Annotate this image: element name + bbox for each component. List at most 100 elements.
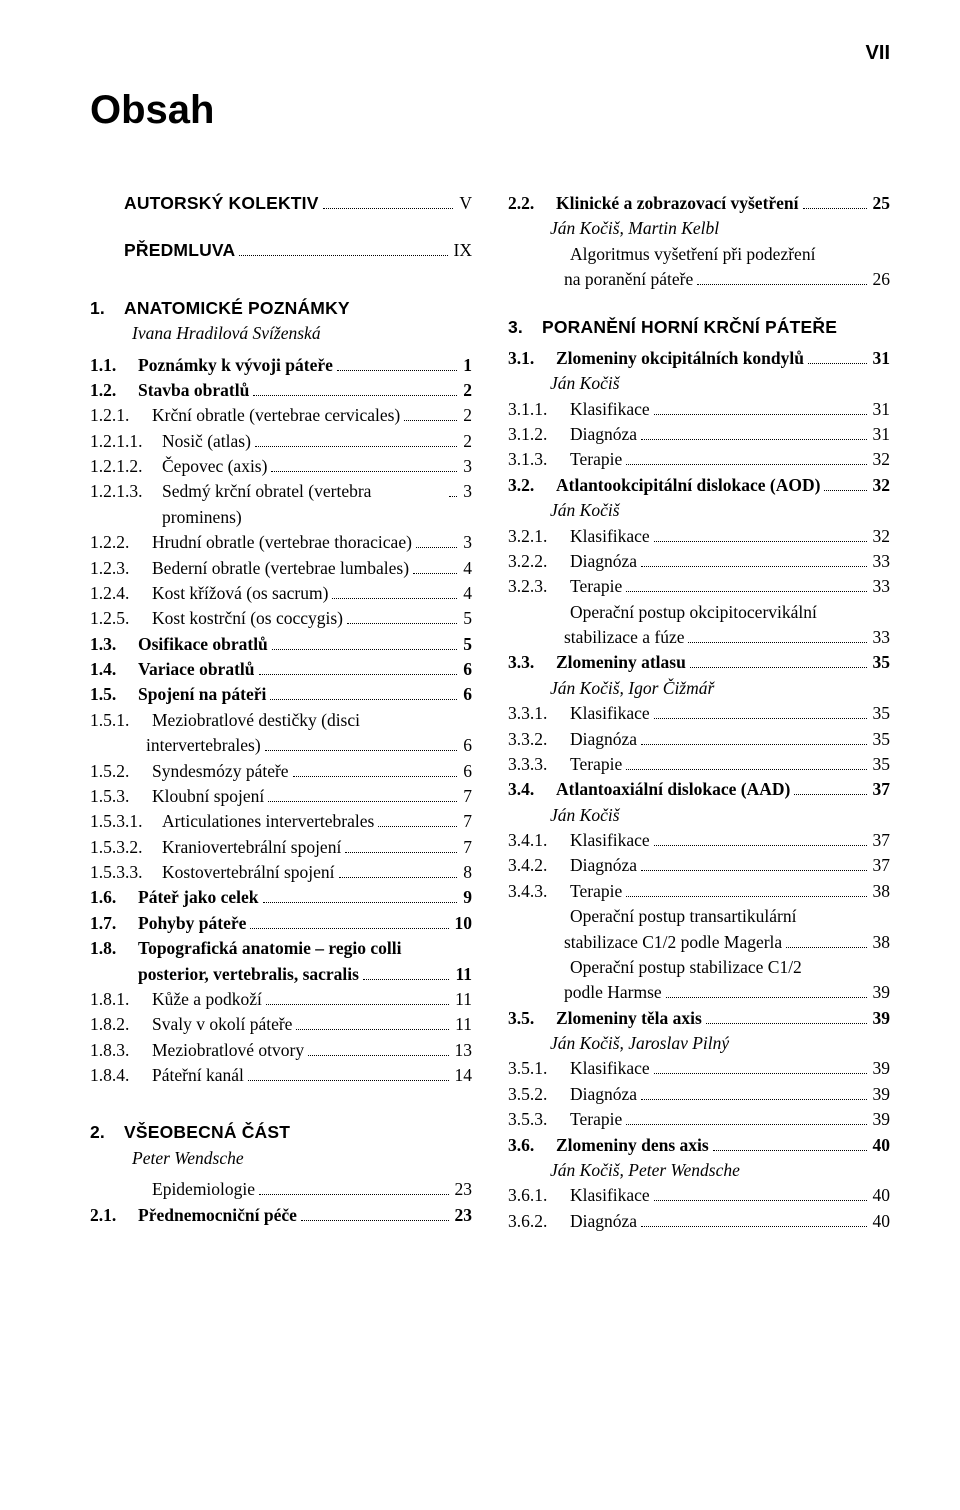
toc-page: 3 bbox=[461, 530, 472, 555]
toc-chapter: 2.VŠEOBECNÁ ČÁST bbox=[90, 1120, 472, 1145]
toc-text: na poranění páteře bbox=[508, 267, 693, 292]
toc-num: 3.4.1. bbox=[508, 828, 570, 853]
toc-num: 1.5.2. bbox=[90, 759, 152, 784]
toc-page: 40 bbox=[871, 1209, 891, 1234]
toc-entry: 1.2.4.Kost křížová (os sacrum)4 bbox=[90, 581, 472, 606]
toc-page: 37 bbox=[871, 828, 891, 853]
toc-num: 3.5.2. bbox=[508, 1082, 570, 1107]
toc-text: Kloubní spojení bbox=[152, 784, 264, 809]
toc-chapter: 3.PORANĚNÍ HORNÍ KRČNÍ PÁTEŘE bbox=[508, 315, 890, 340]
toc-entry: 1.5.Spojení na páteři6 bbox=[90, 682, 472, 707]
toc-page: 35 bbox=[871, 701, 891, 726]
toc-entry-continuation: stabilizace a fúze33 bbox=[508, 625, 890, 650]
toc-page: 35 bbox=[871, 650, 891, 675]
toc-leader bbox=[819, 246, 827, 260]
toc-leader bbox=[641, 425, 866, 440]
toc-num: 1.8. bbox=[90, 936, 138, 961]
toc-columns: AUTORSKÝ KOLEKTIVVPŘEDMLUVAIX1.ANATOMICK… bbox=[90, 191, 890, 1234]
toc-page: 23 bbox=[453, 1177, 473, 1202]
toc-page: 23 bbox=[453, 1203, 473, 1228]
toc-text: Operační postup stabilizace C1/2 bbox=[570, 955, 802, 980]
toc-num: 1.2.1. bbox=[90, 403, 152, 428]
toc-text: Spojení na páteři bbox=[138, 682, 266, 707]
toc-text: PŘEDMLUVA bbox=[124, 238, 235, 263]
toc-leader bbox=[265, 736, 458, 751]
toc-page: 39 bbox=[871, 1107, 891, 1132]
toc-entry: 3.4.3.Terapie38 bbox=[508, 879, 890, 904]
toc-text: Kůže a podkoží bbox=[152, 987, 262, 1012]
toc-text: posterior, vertebralis, sacralis bbox=[138, 962, 359, 987]
toc-leader bbox=[294, 1124, 302, 1138]
toc-leader bbox=[345, 838, 457, 853]
toc-text: Klinické a zobrazovací vyšetření bbox=[556, 191, 799, 216]
toc-chapter: PŘEDMLUVAIX bbox=[90, 238, 472, 263]
toc-entry: 1.5.3.3.Kostovertebrální spojení8 bbox=[90, 860, 472, 885]
toc-text: stabilizace C1/2 podle Magerla bbox=[508, 930, 782, 955]
toc-leader bbox=[824, 476, 866, 491]
toc-page: 32 bbox=[871, 473, 891, 498]
toc-num: 1.2.1.1. bbox=[90, 429, 162, 454]
toc-leader bbox=[332, 584, 457, 599]
toc-page: 32 bbox=[871, 447, 891, 472]
toc-entry: 1.2.Stavba obratlů2 bbox=[90, 378, 472, 403]
toc-page: 2 bbox=[461, 403, 472, 428]
toc-entry: 3.5.Zlomeniny těla axis39 bbox=[508, 1006, 890, 1031]
toc-leader bbox=[808, 349, 867, 364]
toc-page: 35 bbox=[871, 727, 891, 752]
toc-leader bbox=[347, 609, 457, 624]
toc-leader bbox=[654, 400, 867, 415]
toc-num: 3.4.2. bbox=[508, 853, 570, 878]
toc-page: 39 bbox=[871, 1006, 891, 1031]
toc-leader bbox=[713, 1136, 867, 1151]
toc-author: Ján Kočiš, Igor Čižmář bbox=[508, 676, 890, 701]
toc-entry: 3.5.1.Klasifikace39 bbox=[508, 1056, 890, 1081]
toc-num: 1.8.3. bbox=[90, 1038, 152, 1063]
toc-num: 2. bbox=[90, 1120, 124, 1145]
toc-leader bbox=[654, 1059, 867, 1074]
toc-num: 1.1. bbox=[90, 353, 138, 378]
toc-entry: 3.2.2.Diagnóza33 bbox=[508, 549, 890, 574]
toc-text: Zlomeniny těla axis bbox=[556, 1006, 702, 1031]
toc-page: 2 bbox=[461, 429, 472, 454]
toc-leader bbox=[626, 882, 866, 897]
toc-num: 3.5.1. bbox=[508, 1056, 570, 1081]
toc-column-right: 2.2.Klinické a zobrazovací vyšetření25 Já… bbox=[508, 191, 890, 1234]
toc-leader bbox=[654, 1186, 867, 1201]
toc-entry: 3.1.1.Klasifikace31 bbox=[508, 397, 890, 422]
toc-text: Atlantoaxiální dislokace (AAD) bbox=[556, 777, 790, 802]
toc-page: 6 bbox=[461, 733, 472, 758]
toc-text: Zlomeniny dens axis bbox=[556, 1133, 709, 1158]
toc-num: 1.2.1.2. bbox=[90, 454, 162, 479]
toc-entry: 1.2.1.Krční obratle (vertebrae cervicale… bbox=[90, 403, 472, 428]
toc-text: Diagnóza bbox=[570, 422, 637, 447]
toc-text: Diagnóza bbox=[570, 549, 637, 574]
toc-text: Klasifikace bbox=[570, 1056, 650, 1081]
toc-entry: 3.3.Zlomeniny atlasu35 bbox=[508, 650, 890, 675]
toc-page: 7 bbox=[461, 835, 472, 860]
toc-leader bbox=[641, 1085, 866, 1100]
toc-entry: 1.5.3.Kloubní spojení7 bbox=[90, 784, 472, 809]
toc-leader bbox=[688, 628, 866, 643]
toc-text: Meziobratlové destičky (disci bbox=[152, 708, 360, 733]
toc-num: 1.2.3. bbox=[90, 556, 152, 581]
toc-leader bbox=[263, 888, 458, 903]
toc-text: ANATOMICKÉ POZNÁMKY bbox=[124, 296, 350, 321]
toc-text: Terapie bbox=[570, 752, 622, 777]
toc-entry: 3.1.3.Terapie32 bbox=[508, 447, 890, 472]
toc-author: Ján Kočiš, Jaroslav Pilný bbox=[508, 1031, 890, 1056]
toc-leader bbox=[268, 787, 457, 802]
toc-text: Terapie bbox=[570, 879, 622, 904]
toc-leader bbox=[250, 914, 448, 929]
toc-entry: 1.3.Osifikace obratlů5 bbox=[90, 632, 472, 657]
toc-entry: 3.3.1.Klasifikace35 bbox=[508, 701, 890, 726]
toc-page: 11 bbox=[453, 987, 472, 1012]
toc-entry: 1.2.3.Bederní obratle (vertebrae lumbale… bbox=[90, 556, 472, 581]
toc-entry: 2.2.Klinické a zobrazovací vyšetření25 bbox=[508, 191, 890, 216]
toc-text: Klasifikace bbox=[570, 397, 650, 422]
toc-num: 3.2.1. bbox=[508, 524, 570, 549]
toc-page: 4 bbox=[461, 581, 472, 606]
toc-num: 3.5.3. bbox=[508, 1107, 570, 1132]
toc-entry: 1.2.1.1.Nosič (atlas)2 bbox=[90, 429, 472, 454]
toc-entry: 1.5.1.Meziobratlové destičky (disci bbox=[90, 708, 472, 733]
toc-leader bbox=[416, 533, 457, 548]
